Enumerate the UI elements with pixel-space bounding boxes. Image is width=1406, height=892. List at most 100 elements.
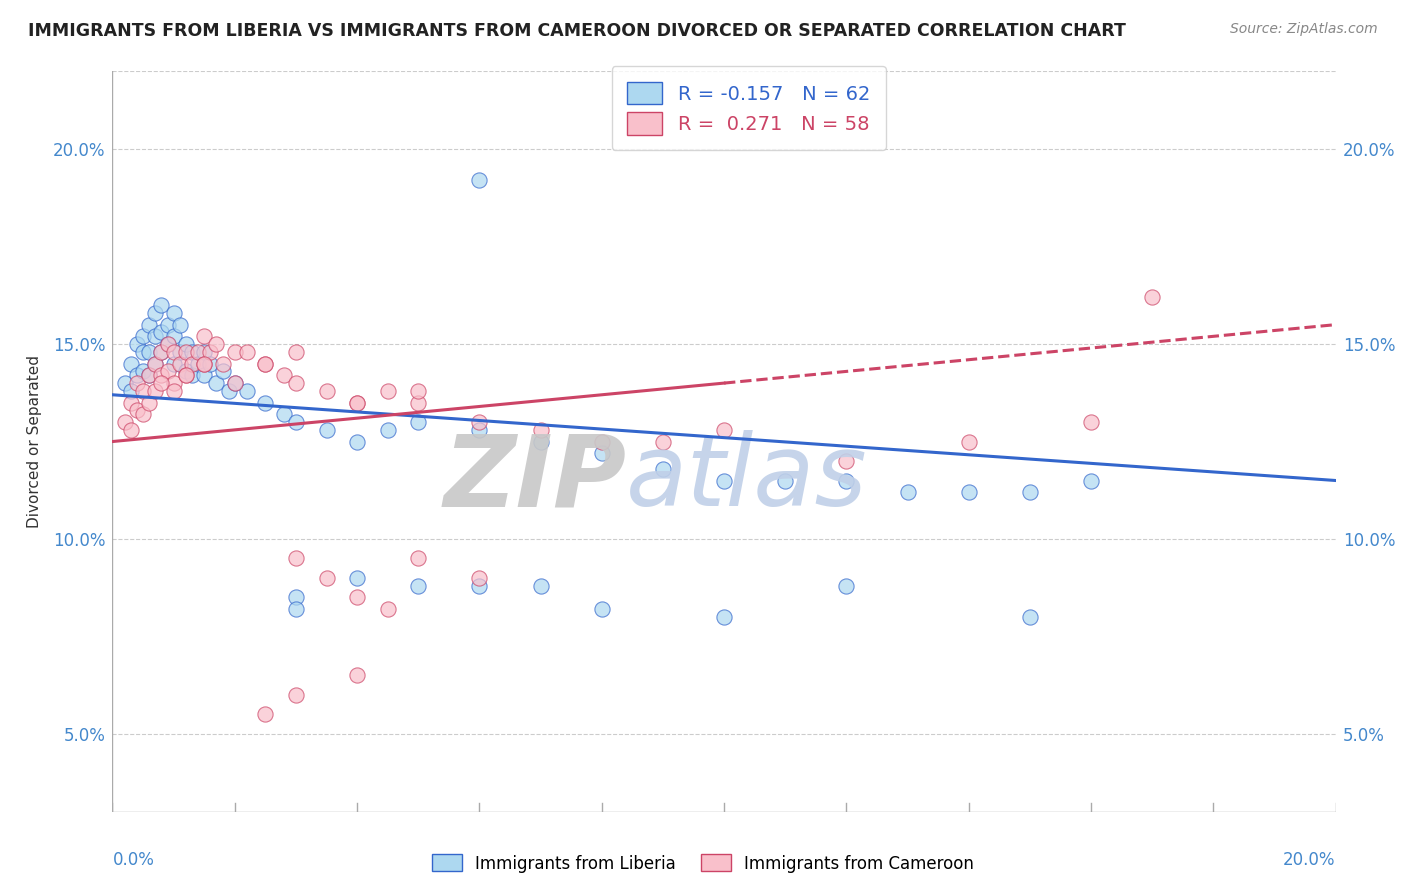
Point	[150, 345, 173, 359]
Point	[150, 298, 173, 312]
Text: atlas: atlas	[626, 430, 868, 527]
Point	[377, 423, 399, 437]
Point	[163, 329, 186, 343]
Point	[138, 395, 160, 409]
Point	[156, 364, 179, 378]
Point	[193, 368, 215, 383]
Point	[156, 337, 179, 351]
Point	[468, 415, 491, 429]
Point	[897, 485, 920, 500]
Point	[211, 357, 233, 371]
Point	[143, 357, 166, 371]
Point	[114, 376, 136, 390]
Point	[163, 345, 186, 359]
Point	[138, 345, 160, 359]
Point	[174, 368, 197, 383]
Point	[200, 345, 222, 359]
Point	[224, 345, 246, 359]
Point	[156, 337, 179, 351]
Point	[408, 415, 430, 429]
Point	[652, 462, 675, 476]
Point	[125, 403, 148, 417]
Point	[346, 591, 368, 605]
Point	[224, 376, 246, 390]
Point	[163, 357, 186, 371]
Point	[284, 688, 308, 702]
Point	[181, 345, 204, 359]
Point	[174, 345, 197, 359]
Point	[120, 357, 142, 371]
Point	[236, 345, 259, 359]
Point	[174, 337, 197, 351]
Point	[120, 384, 142, 398]
Point	[652, 434, 675, 449]
Point	[125, 368, 148, 383]
Point	[530, 423, 553, 437]
Point	[200, 357, 222, 371]
Point	[408, 395, 430, 409]
Point	[181, 368, 204, 383]
Point	[1142, 290, 1164, 304]
Point	[254, 357, 277, 371]
Point	[284, 415, 308, 429]
Point	[1018, 485, 1040, 500]
Point	[132, 364, 155, 378]
Point	[187, 357, 209, 371]
Point	[273, 368, 295, 383]
Point	[835, 579, 858, 593]
Point	[132, 345, 155, 359]
Point	[835, 474, 858, 488]
Legend: R = -0.157   N = 62, R =  0.271   N = 58: R = -0.157 N = 62, R = 0.271 N = 58	[612, 66, 886, 150]
Point	[377, 602, 399, 616]
Point	[150, 368, 173, 383]
Point	[1080, 474, 1102, 488]
Point	[530, 434, 553, 449]
Point	[315, 384, 337, 398]
Point	[346, 434, 368, 449]
Point	[114, 415, 136, 429]
Point	[132, 407, 155, 421]
Point	[284, 376, 308, 390]
Point	[591, 434, 613, 449]
Point	[254, 395, 277, 409]
Text: ZIP: ZIP	[443, 430, 626, 527]
Point	[193, 357, 215, 371]
Point	[138, 368, 160, 383]
Point	[174, 368, 197, 383]
Point	[193, 345, 215, 359]
Point	[775, 474, 797, 488]
Point	[273, 407, 295, 421]
Point	[125, 337, 148, 351]
Point	[150, 326, 173, 340]
Point	[150, 376, 173, 390]
Point	[1018, 610, 1040, 624]
Point	[169, 318, 191, 332]
Point	[468, 423, 491, 437]
Point	[143, 384, 166, 398]
Text: 20.0%: 20.0%	[1284, 851, 1336, 869]
Point	[132, 384, 155, 398]
Point	[957, 485, 980, 500]
Point	[163, 384, 186, 398]
Text: IMMIGRANTS FROM LIBERIA VS IMMIGRANTS FROM CAMEROON DIVORCED OR SEPARATED CORREL: IMMIGRANTS FROM LIBERIA VS IMMIGRANTS FR…	[28, 22, 1126, 40]
Point	[530, 579, 553, 593]
Point	[408, 579, 430, 593]
Point	[468, 173, 491, 187]
Text: Source: ZipAtlas.com: Source: ZipAtlas.com	[1230, 22, 1378, 37]
Point	[284, 602, 308, 616]
Point	[163, 376, 186, 390]
Point	[346, 668, 368, 682]
Point	[284, 345, 308, 359]
Point	[132, 329, 155, 343]
Legend: Immigrants from Liberia, Immigrants from Cameroon: Immigrants from Liberia, Immigrants from…	[425, 847, 981, 880]
Point	[169, 357, 191, 371]
Point	[1080, 415, 1102, 429]
Point	[713, 610, 735, 624]
Point	[346, 395, 368, 409]
Point	[211, 364, 233, 378]
Point	[346, 395, 368, 409]
Point	[120, 395, 142, 409]
Point	[236, 384, 259, 398]
Point	[187, 345, 209, 359]
Point	[156, 318, 179, 332]
